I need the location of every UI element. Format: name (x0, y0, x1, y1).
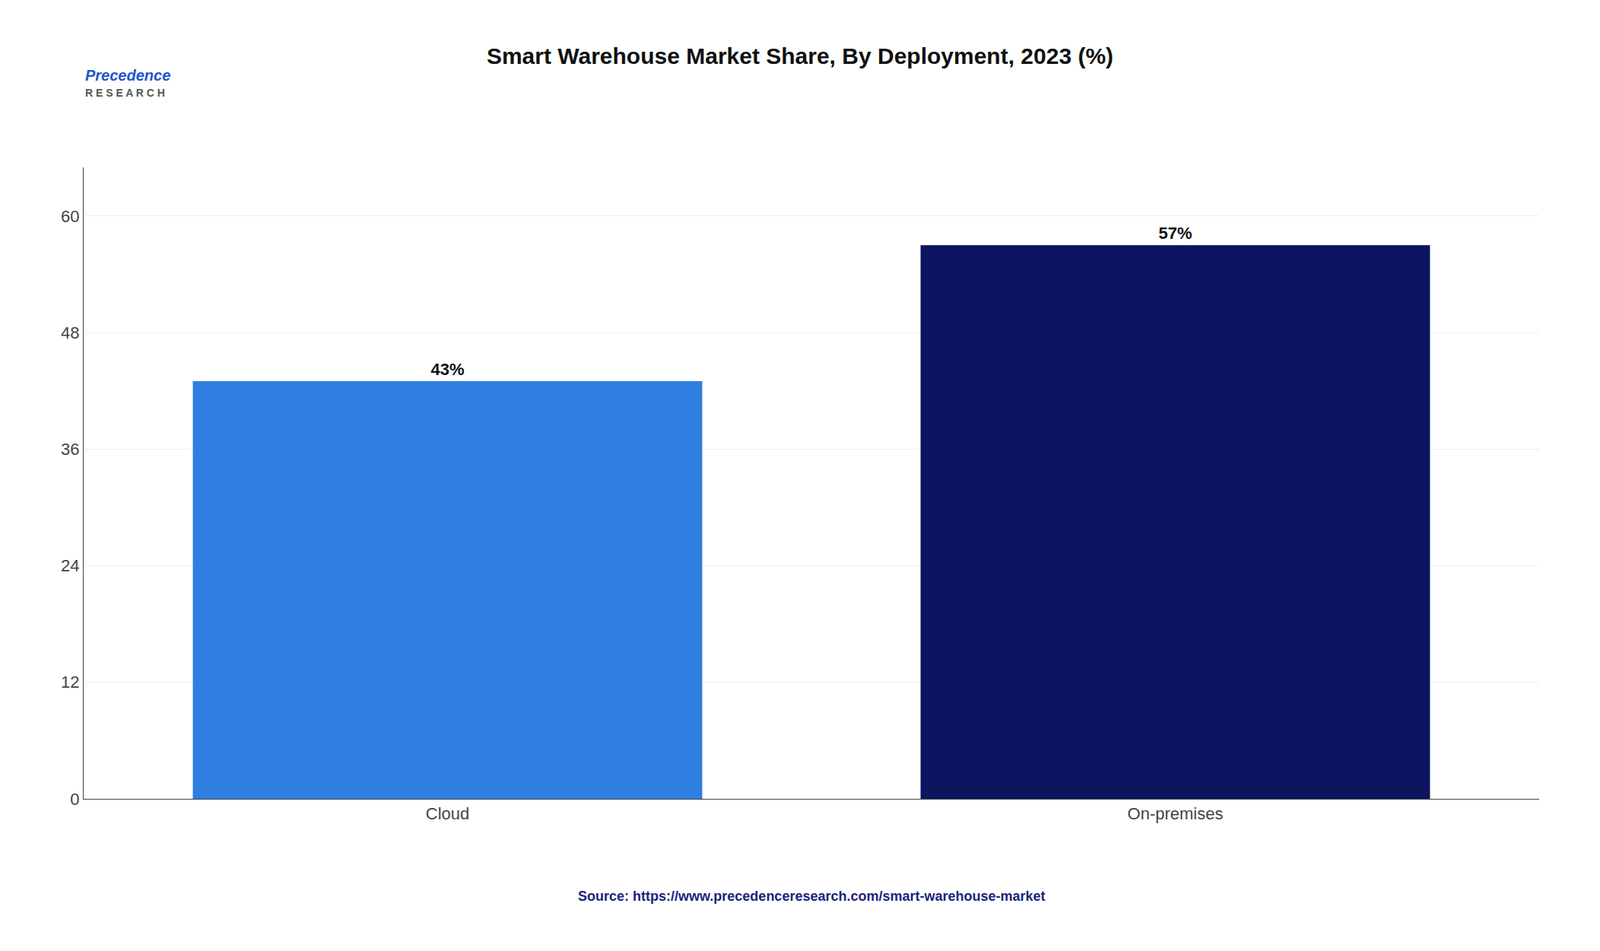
svg-text:24: 24 (60, 555, 80, 575)
svg-text:48: 48 (60, 323, 80, 343)
svg-text:On-premises: On-premises (1127, 803, 1224, 823)
svg-text:0: 0 (69, 789, 80, 809)
svg-text:Precedence: Precedence (85, 66, 171, 84)
svg-text:60: 60 (60, 206, 80, 226)
svg-text:43%: 43% (430, 359, 464, 379)
svg-text:Source: https://www.precedence: Source: https://www.precedenceresearch.c… (577, 888, 1046, 904)
svg-text:R E S E A R C H: R E S E A R C H (85, 86, 166, 99)
svg-text:36: 36 (60, 439, 80, 459)
svg-text:57%: 57% (1158, 223, 1192, 243)
svg-text:12: 12 (60, 672, 80, 692)
svg-text:Smart Warehouse Market Share,: Smart Warehouse Market Share, By Deploym… (486, 43, 1114, 69)
svg-text:Cloud: Cloud (425, 803, 470, 823)
